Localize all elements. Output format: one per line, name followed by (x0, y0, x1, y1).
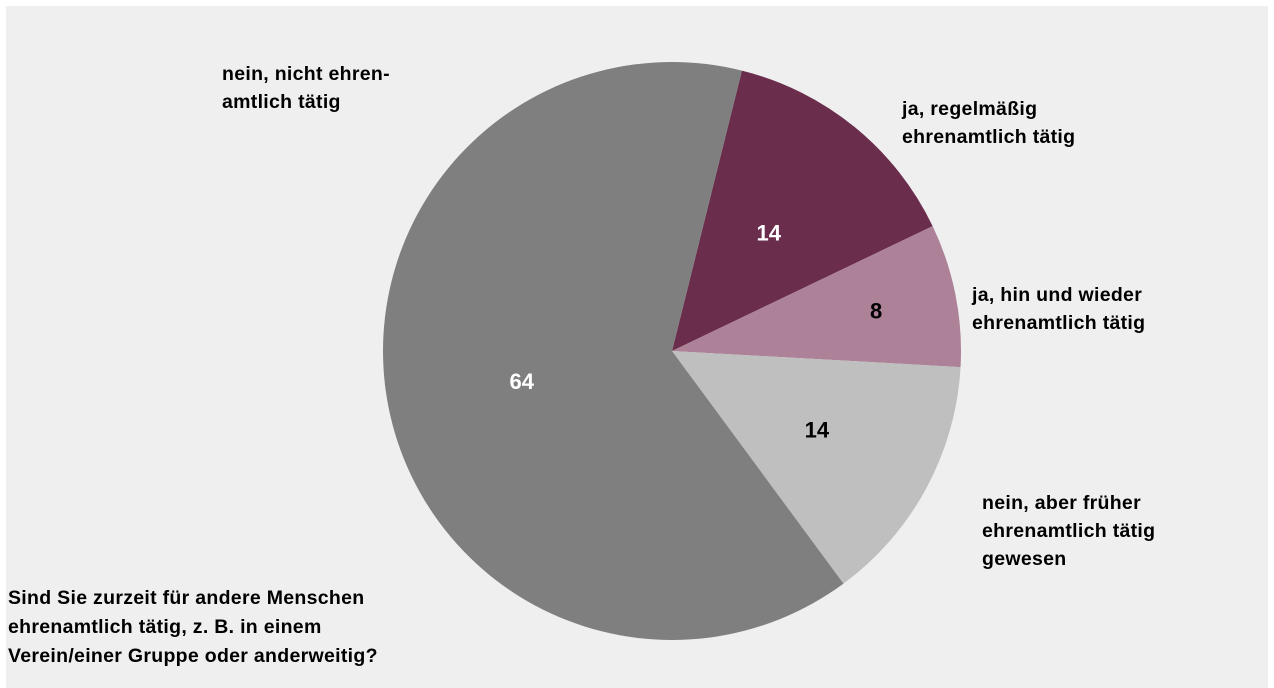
slice-value-label-2: 14 (805, 417, 830, 442)
slice-value-label-0: 14 (757, 220, 782, 245)
pie-slice-1 (672, 226, 962, 368)
pie-slice-2 (672, 351, 961, 584)
legend-label-nein-frueher: nein, aber früher ehrenamtlich tätig gew… (982, 492, 1156, 570)
legend-label-ja-hin-und-wieder: ja, hin und wieder ehrenamtlich tätig (972, 284, 1146, 334)
slice-value-label-3: 64 (509, 369, 534, 394)
pie-slice-0 (672, 70, 933, 351)
slice-value-label-1: 8 (870, 299, 882, 324)
question-text: Sind Sie zurzeit für andere Menschen ehr… (8, 587, 378, 667)
legend-label-nein-nicht: nein, nicht ehren- amtlich tätig (222, 63, 390, 113)
legend-label-ja-regelmaessig: ja, regelmäßig ehrenamtlich tätig (902, 98, 1076, 148)
pie-slice-3 (383, 61, 844, 640)
